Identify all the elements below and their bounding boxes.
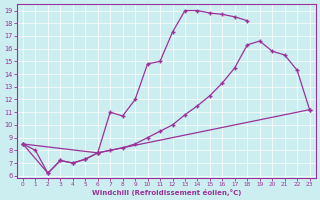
X-axis label: Windchill (Refroidissement éolien,°C): Windchill (Refroidissement éolien,°C) (92, 189, 241, 196)
